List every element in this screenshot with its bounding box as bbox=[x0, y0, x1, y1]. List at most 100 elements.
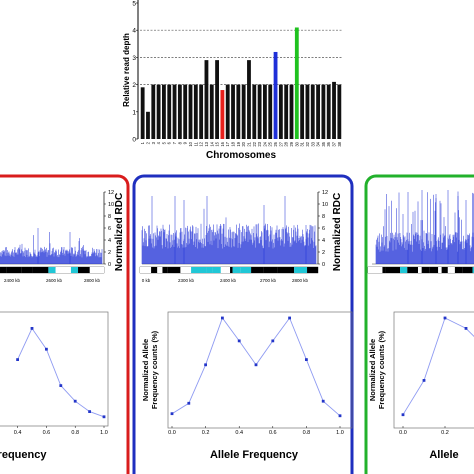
x-tick-1.0: 1.0 bbox=[100, 430, 108, 436]
x-axis-label: Allele bbox=[429, 449, 458, 461]
bar-chr-33 bbox=[310, 84, 315, 139]
rdc-tick-0: 0 bbox=[322, 262, 325, 268]
genomic-tick-0: 2400 kb bbox=[4, 278, 21, 283]
x-tick-0.2: 0.2 bbox=[441, 430, 449, 436]
genomic-tick-2: 2800 kb bbox=[84, 278, 101, 283]
x-tick-0.8: 0.8 bbox=[71, 430, 79, 436]
genome-track bbox=[367, 266, 474, 274]
bars bbox=[140, 27, 342, 140]
y-axis-label-line2: Frequency counts (%) bbox=[377, 330, 386, 409]
rdc-tick-4: 4 bbox=[322, 238, 325, 244]
coverage-signal bbox=[0, 228, 103, 264]
bar-chr-2 bbox=[146, 111, 150, 139]
rdc-tick-10: 10 bbox=[108, 202, 114, 208]
x-tick-15: 15 bbox=[215, 141, 220, 146]
rdc-tick-0: 0 bbox=[108, 262, 111, 268]
bar-chr-26 bbox=[273, 51, 278, 139]
frequency-point-5 bbox=[254, 363, 258, 367]
frequency-point-2 bbox=[45, 347, 48, 351]
genomic-tick-labels: 0 kb 2300 kb 2400 kb 2700 kb 2800 kb bbox=[142, 278, 309, 283]
bar-chr-25 bbox=[268, 84, 273, 139]
x-tick-0.0: 0.0 bbox=[168, 430, 176, 436]
x-tick-14: 14 bbox=[209, 141, 214, 146]
track-segment bbox=[151, 267, 158, 273]
x-tick-17: 17 bbox=[225, 141, 230, 146]
genomic-tick-labels: 2400 kb 2600 kb 2800 kb bbox=[4, 278, 101, 283]
x-tick-35: 35 bbox=[321, 141, 326, 146]
track-segment bbox=[263, 267, 278, 273]
bar-chr-28 bbox=[284, 84, 289, 139]
x-tick-28: 28 bbox=[284, 141, 289, 146]
genomic-tick-2: 2400 kb bbox=[220, 278, 237, 283]
track-segment bbox=[307, 267, 318, 273]
track-segment bbox=[230, 267, 233, 273]
genomic-tick-1: 2600 kb bbox=[46, 278, 63, 283]
rdc-tick-labels: 0 2 4 6 8 10 12 bbox=[104, 190, 114, 268]
right-panel-frame bbox=[364, 174, 474, 474]
x-tick-22: 22 bbox=[252, 141, 257, 146]
plot-box bbox=[393, 311, 474, 429]
x-tick-32: 32 bbox=[305, 141, 310, 146]
bar-chr-36 bbox=[326, 84, 331, 139]
x-tick-labels: 0.0 0.2 0.4 0.6 0.8 1.0 bbox=[168, 426, 344, 436]
track-segment bbox=[441, 267, 448, 273]
frequency-point-3 bbox=[221, 316, 224, 320]
bar-chr-3 bbox=[151, 84, 156, 139]
x-tick-20: 20 bbox=[241, 141, 246, 146]
rdc-tick-12: 12 bbox=[108, 190, 114, 196]
rdc-tick-2: 2 bbox=[322, 250, 325, 256]
x-axis-label: requency bbox=[0, 449, 47, 461]
y-axis-label-line1: Normalized Allele bbox=[368, 339, 377, 401]
bar-chr-9 bbox=[183, 84, 188, 139]
frequency-point-0 bbox=[16, 358, 19, 361]
track-segment bbox=[162, 267, 168, 273]
bar-chr-20 bbox=[241, 84, 246, 139]
bar-chr-29 bbox=[289, 84, 294, 139]
track-segment bbox=[89, 267, 104, 273]
y-tick-labels: 0 1 2 3 4 5 bbox=[132, 1, 138, 144]
track-segment bbox=[382, 267, 386, 273]
frequency-series bbox=[401, 316, 474, 417]
frequency-point-0 bbox=[401, 413, 405, 417]
x-tick-1: 1 bbox=[140, 141, 145, 144]
frequency-series bbox=[16, 327, 106, 419]
track-segment bbox=[438, 267, 442, 273]
x-tick-10: 10 bbox=[188, 141, 193, 146]
genomic-tick-0: 0 kb bbox=[142, 278, 151, 283]
track-segment bbox=[279, 267, 295, 273]
bar-chr-38 bbox=[337, 84, 342, 139]
y-tick-2: 2 bbox=[132, 82, 136, 89]
reference-lines bbox=[140, 29, 342, 85]
track-segment bbox=[157, 267, 163, 273]
bar-chr-22 bbox=[252, 84, 257, 139]
bar-chr-31 bbox=[300, 84, 305, 139]
bar-chr-8 bbox=[177, 84, 182, 139]
frequency-point-1 bbox=[422, 379, 426, 382]
track-segment bbox=[251, 267, 264, 273]
bar-chr-30 bbox=[294, 27, 299, 140]
bar-chr-35 bbox=[321, 84, 326, 139]
frequency-point-9 bbox=[321, 399, 325, 403]
track-segment bbox=[220, 267, 227, 273]
bar-chr-27 bbox=[278, 84, 283, 139]
bar-chr-14 bbox=[209, 84, 214, 139]
right-coverage-plot bbox=[367, 190, 474, 274]
track-segment bbox=[454, 267, 463, 273]
x-tick-2: 2 bbox=[145, 141, 150, 144]
x-tick-24: 24 bbox=[262, 141, 267, 146]
frequency-point-5 bbox=[88, 410, 91, 413]
x-tick-0.6: 0.6 bbox=[43, 430, 51, 436]
frequency-point-6 bbox=[271, 339, 275, 343]
bar-chr-10 bbox=[188, 84, 193, 139]
track-segment bbox=[21, 267, 33, 273]
bar-chr-24 bbox=[263, 84, 267, 139]
track-segment bbox=[368, 267, 383, 273]
x-tick-8: 8 bbox=[177, 141, 182, 144]
track-segment bbox=[472, 267, 474, 273]
genome-track bbox=[0, 266, 105, 274]
rdc-tick-8: 8 bbox=[322, 214, 325, 220]
track-segment bbox=[240, 267, 252, 273]
x-tick-26: 26 bbox=[273, 141, 278, 146]
x-tick-11: 11 bbox=[193, 141, 198, 146]
bar-chr-23 bbox=[257, 84, 262, 139]
